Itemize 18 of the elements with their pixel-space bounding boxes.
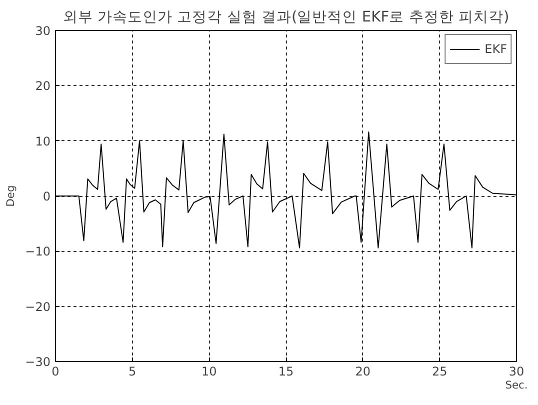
- y-axis-title: Deg: [4, 185, 18, 207]
- x-tick-label: 0: [52, 364, 60, 378]
- x-tick-label: 25: [432, 364, 448, 378]
- legend-label: EKF: [484, 42, 507, 56]
- y-tick-label: −20: [25, 300, 51, 314]
- y-tick-label: −10: [25, 244, 51, 259]
- x-tick-label: 5: [128, 364, 136, 378]
- y-tick-label: 30: [35, 24, 51, 38]
- x-axis-title: Sec.: [505, 378, 528, 392]
- y-tick-label: 0: [42, 190, 51, 204]
- y-tick-label: −30: [25, 355, 51, 369]
- x-tick-label: 10: [202, 364, 217, 378]
- x-tick-label: 30: [508, 364, 524, 378]
- y-tick-label: 20: [35, 79, 51, 94]
- x-tick-label: 20: [355, 364, 370, 378]
- chart-title: 외부 가속도인가 고정각 실험 결과(일반적인 EKF로 추정한 피치각): [62, 8, 510, 26]
- y-tick-label: 10: [35, 134, 51, 148]
- x-tick-label: 15: [278, 364, 294, 378]
